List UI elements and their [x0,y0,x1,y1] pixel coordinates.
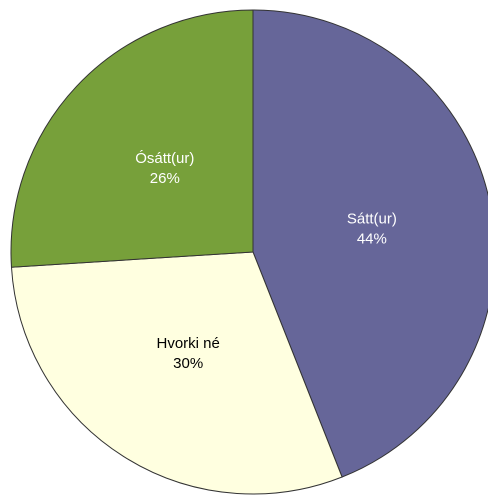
slice-label: Ósátt(ur) [135,150,194,167]
slice-value-label: 44% [357,230,387,247]
pie-slice [10,9,254,268]
slice-label: Hvorki né [156,335,219,352]
slice-value-label: 30% [173,355,203,372]
pie-slice [252,9,488,478]
slice-label: Sátt(ur) [347,210,397,227]
pie-slice [10,251,343,495]
slice-value-label: 26% [150,170,180,187]
